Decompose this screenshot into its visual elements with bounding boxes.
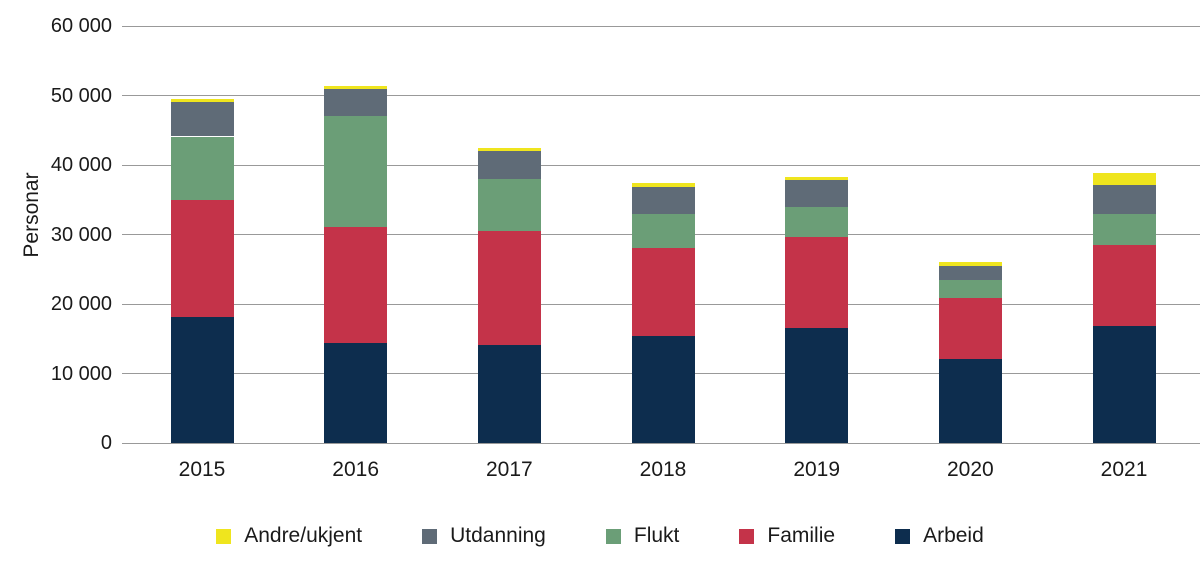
bar-segment-andre-ukjent-2019 — [785, 176, 849, 180]
legend-label-andre-ukjent: Andre/ukjent — [244, 524, 363, 547]
legend-item-flukt: Flukt — [605, 524, 680, 548]
legend-item-familie: Familie — [739, 524, 835, 548]
bar-segment-arbeid-2017 — [477, 345, 541, 443]
y-tick-label: 50 000 — [50, 84, 112, 107]
legend-item-utdanning: Utdanning — [422, 524, 546, 548]
legend: Andre/ukjent Utdanning Flukt Familie Arbeid — [0, 524, 1200, 548]
x-tick-label-2021: 2021 — [1100, 458, 1148, 481]
x-tick-label-2015: 2015 — [178, 458, 226, 481]
bar-segment-utdanning-2018 — [631, 186, 695, 215]
legend-label-flukt: Flukt — [633, 524, 680, 547]
x-tick-label-2019: 2019 — [793, 458, 841, 481]
legend-label-familie: Familie — [767, 524, 836, 547]
bar-segment-flukt-2020 — [938, 279, 1002, 298]
bar-segment-flukt-2017 — [477, 178, 541, 232]
legend-swatch-flukt — [605, 528, 621, 544]
y-tick-label: 40 000 — [50, 154, 112, 176]
bar-segment-utdanning-2015 — [170, 102, 234, 137]
gridline — [122, 442, 1200, 444]
bar-segment-utdanning-2020 — [938, 266, 1002, 280]
x-tick-label-2017: 2017 — [485, 458, 533, 481]
gridline — [122, 164, 1200, 166]
bar-segment-familie-2021 — [1092, 244, 1156, 327]
bar-segment-flukt-2018 — [631, 214, 695, 248]
y-tick-label: 30 000 — [50, 223, 112, 246]
bar-segment-andre-ukjent-2016 — [324, 86, 388, 90]
legend-item-andre-ukjent: Andre/ukjent — [216, 524, 362, 548]
legend-label-arbeid: Arbeid — [923, 524, 984, 547]
legend-label-utdanning: Utdanning — [450, 524, 546, 547]
bar-segment-andre-ukjent-2020 — [938, 262, 1002, 267]
legend-swatch-arbeid — [895, 528, 911, 544]
x-tick-label-2020: 2020 — [946, 458, 994, 481]
bar-segment-flukt-2019 — [785, 206, 849, 237]
bar-segment-familie-2015 — [170, 200, 234, 317]
bar-segment-arbeid-2020 — [938, 358, 1002, 443]
legend-swatch-familie — [739, 528, 755, 544]
bar-segment-flukt-2021 — [1092, 213, 1156, 245]
bar-segment-arbeid-2018 — [631, 335, 695, 443]
x-tick-label-2016: 2016 — [332, 458, 380, 481]
bar-segment-andre-ukjent-2015 — [170, 98, 234, 103]
bar-segment-utdanning-2017 — [477, 151, 541, 179]
bar-segment-andre-ukjent-2017 — [477, 147, 541, 152]
bar-segment-utdanning-2016 — [324, 89, 388, 117]
bar-segment-familie-2016 — [324, 226, 388, 343]
bar-segment-andre-ukjent-2018 — [631, 183, 695, 187]
legend-swatch-utdanning — [422, 528, 438, 544]
y-tick-label: 0 — [100, 432, 112, 454]
bar-segment-familie-2018 — [631, 247, 695, 336]
legend-item-arbeid: Arbeid — [895, 524, 984, 548]
bar-segment-familie-2019 — [785, 236, 849, 329]
bar-segment-utdanning-2019 — [785, 179, 849, 207]
gridline — [122, 95, 1200, 96]
bar-segment-familie-2017 — [477, 231, 541, 345]
legend-swatch-andre-ukjent — [216, 528, 232, 544]
y-tick-label: 60 000 — [50, 15, 112, 37]
bar-segment-andre-ukjent-2021 — [1092, 173, 1156, 186]
x-tick-label-2018: 2018 — [639, 458, 687, 481]
bar-segment-flukt-2016 — [324, 116, 388, 227]
gridline — [122, 25, 1200, 27]
y-tick-label: 10 000 — [50, 362, 112, 385]
y-tick-label: 20 000 — [50, 293, 112, 315]
bar-segment-arbeid-2015 — [170, 316, 234, 443]
bar-segment-utdanning-2021 — [1092, 185, 1156, 214]
bar-segment-familie-2020 — [938, 297, 1002, 359]
bar-segment-flukt-2015 — [170, 136, 234, 201]
bar-segment-arbeid-2021 — [1092, 326, 1156, 443]
bar-segment-arbeid-2019 — [785, 328, 849, 443]
bar-segment-arbeid-2016 — [324, 342, 388, 443]
